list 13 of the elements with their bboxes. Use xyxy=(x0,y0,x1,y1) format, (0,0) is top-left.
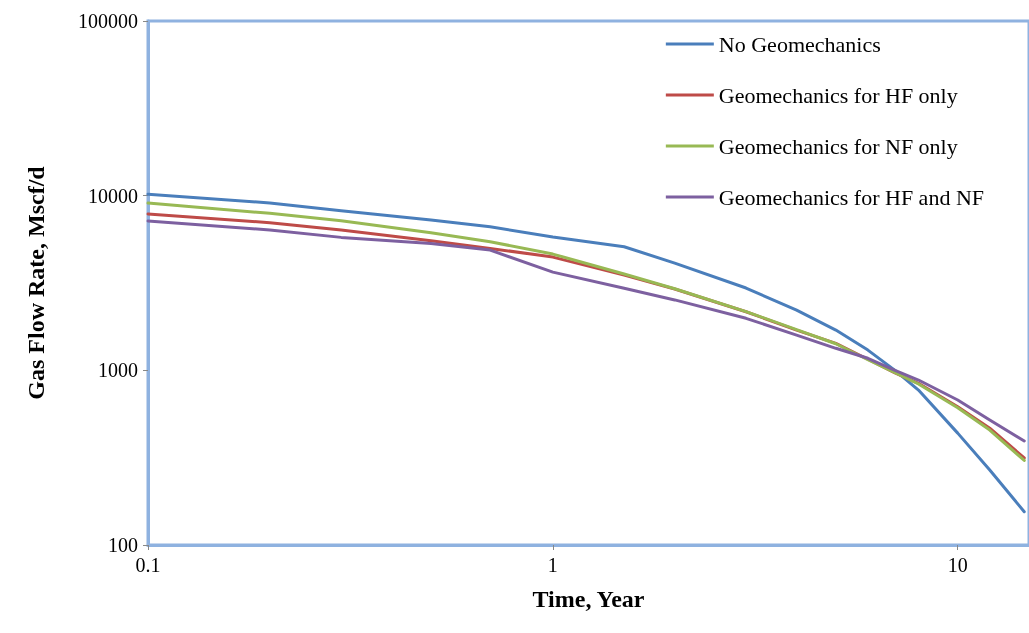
legend-label: Geomechanics for HF only xyxy=(718,82,958,108)
legend-label: Geomechanics for HF and NF xyxy=(718,184,985,210)
y-tick-label: 1000 xyxy=(98,359,138,382)
y-tick-label: 10000 xyxy=(88,184,138,207)
y-tick-label: 100000 xyxy=(78,10,138,32)
y-axis-title: Gas Flow Rate, Mscf/d xyxy=(23,165,49,400)
legend-label: No Geomechanics xyxy=(718,31,881,57)
x-tick-label: 10 xyxy=(947,554,968,576)
legend-label: Geomechanics for NF only xyxy=(718,133,958,159)
x-axis-title: Time, Year xyxy=(532,586,645,612)
x-tick-label: 0.1 xyxy=(135,554,161,576)
x-tick-label: 1 xyxy=(547,554,558,576)
y-tick-label: 100 xyxy=(108,534,138,556)
